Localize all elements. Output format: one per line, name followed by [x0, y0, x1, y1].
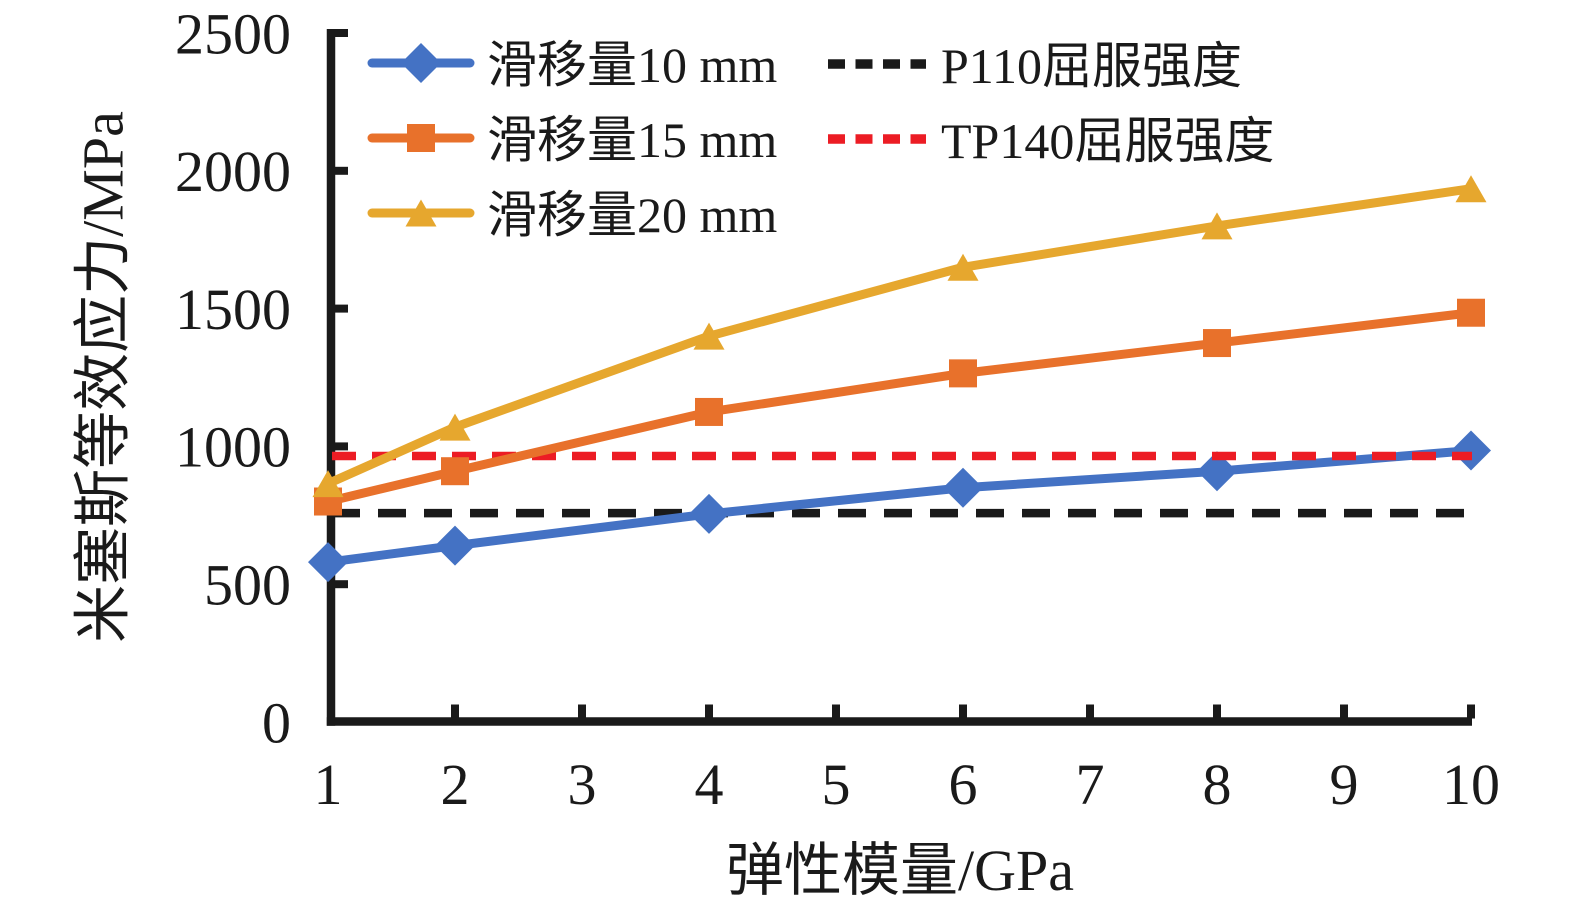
- data-marker-diamond: [308, 542, 348, 583]
- x-tick-label: 7: [1076, 752, 1105, 817]
- y-tick-label: 2000: [175, 139, 291, 204]
- series-line-square: [323, 308, 1476, 507]
- data-marker-diamond: [1451, 430, 1491, 471]
- legend-marker-triangle: [405, 199, 437, 227]
- y-tick-label: 0: [262, 690, 291, 755]
- x-tick-label: 4: [695, 752, 724, 817]
- data-marker-diamond: [689, 493, 729, 534]
- series-line-triangle: [323, 184, 1476, 489]
- y-tick-label: 500: [204, 553, 291, 618]
- series-line-diamond: [323, 446, 1476, 567]
- data-marker-diamond: [435, 525, 475, 566]
- data-marker-triangle: [439, 413, 471, 441]
- data-marker-square: [695, 397, 723, 426]
- data-marker-square: [949, 359, 977, 388]
- legend-label: P110屈服强度: [941, 38, 1242, 94]
- data-marker-triangle: [1201, 212, 1233, 240]
- data-marker-square: [1203, 329, 1231, 358]
- x-tick-label: 2: [441, 752, 470, 817]
- data-marker-diamond: [943, 467, 983, 508]
- data-marker-triangle: [947, 253, 979, 281]
- legend-marker-square: [407, 124, 435, 152]
- data-marker-diamond: [1197, 451, 1237, 492]
- x-tick-label: 6: [949, 752, 978, 817]
- legend-label: 滑移量10 mm: [487, 37, 777, 93]
- x-tick-label: 10: [1442, 752, 1500, 817]
- y-tick-label: 1000: [175, 415, 291, 480]
- y-tick-label: 1500: [175, 277, 291, 342]
- y-axis-title: 米塞斯等效应力/MPa: [70, 111, 135, 643]
- legend-marker-diamond: [401, 43, 441, 83]
- x-tick-label: 5: [822, 752, 851, 817]
- data-marker-triangle: [1455, 175, 1487, 203]
- data-marker-square: [441, 457, 469, 486]
- data-marker-triangle: [312, 470, 344, 498]
- x-tick-label: 9: [1330, 752, 1359, 817]
- y-tick-label: 2500: [175, 1, 291, 66]
- data-marker-triangle: [693, 322, 725, 350]
- x-tick-label: 3: [568, 752, 597, 817]
- legend-label: TP140屈服强度: [941, 113, 1274, 169]
- data-marker-square: [1457, 298, 1485, 327]
- x-axis-title: 弹性模量/GPa: [726, 838, 1074, 903]
- legend-label: 滑移量15 mm: [487, 112, 777, 168]
- legend-label: 滑移量20 mm: [487, 187, 777, 243]
- x-tick-label: 1: [314, 752, 343, 817]
- x-tick-label: 8: [1203, 752, 1232, 817]
